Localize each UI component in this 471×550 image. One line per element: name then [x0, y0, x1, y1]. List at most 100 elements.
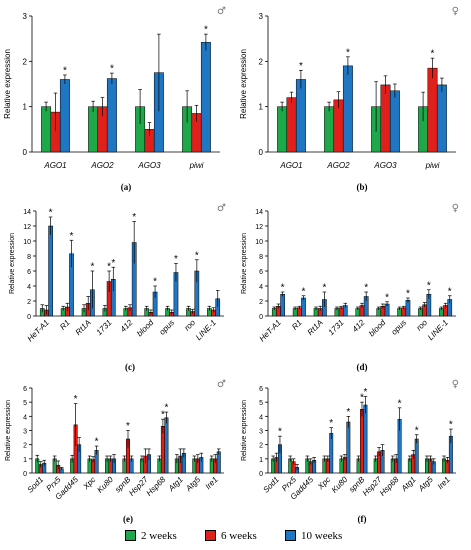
panel-e-y-tick-label: 3	[23, 429, 27, 436]
panel-e-significance-star: *	[161, 410, 165, 421]
panel-c-y-tick-label: 0	[27, 314, 31, 321]
panel-e-category-label: Atg5	[184, 475, 203, 494]
panel-d-sex-symbol: ♀	[452, 203, 459, 214]
panel-e-bar	[164, 417, 169, 474]
panel-d-bar	[405, 300, 411, 317]
panel-b-significance-star: *	[299, 61, 303, 72]
panel-e-category-label: Hsp68	[145, 475, 168, 498]
panel-f-y-axis-label: Relative expression	[241, 400, 248, 461]
panel-a-sex-symbol: ♂	[217, 6, 226, 17]
panel-f-significance-star: *	[278, 427, 282, 438]
panel-f-significance-star: *	[449, 420, 453, 431]
legend-label-10-weeks: 10 weeks	[301, 530, 343, 542]
panel-d-significance-star: *	[427, 280, 431, 291]
panel-d-category-label: 1731	[327, 318, 346, 337]
panel-c-label: (c)	[125, 362, 135, 372]
panel-c-significance-star: *	[49, 208, 53, 219]
legend: 2 weeks 6 weeks 10 weeks	[0, 528, 471, 548]
panel-a-category-label: AGO1	[43, 161, 66, 170]
panel-c-bar	[48, 225, 53, 317]
legend-swatch-6-weeks	[205, 530, 216, 541]
panel-d-category-label: blood	[367, 318, 388, 339]
panel-f-category-label: Atg5	[416, 475, 435, 494]
panel-f-significance-star: *	[360, 393, 364, 404]
panel-a-y-tick-label: 0	[23, 148, 28, 157]
panel-a-category-label: AGO2	[90, 161, 114, 170]
panel-d-significance-star: *	[406, 289, 410, 300]
panel-a-significance-star: *	[63, 65, 67, 76]
panel-c-significance-star: *	[174, 254, 178, 265]
panel-e-y-tick-label: 1	[23, 457, 27, 464]
panel-a-y-axis-label: Relative expression	[3, 49, 12, 119]
panel-c-significance-star: *	[90, 262, 94, 273]
panel-f-category-label: Ku80	[330, 475, 350, 495]
panel-b-y-tick-label: 1	[259, 103, 264, 112]
panel-d-y-axis-label: Relative expression	[241, 233, 248, 294]
panel-e-category-label: Atg1	[166, 475, 185, 494]
panel-f-category-label: Atg1	[399, 475, 418, 494]
panel-d-significance-star: *	[385, 292, 389, 303]
panel-e-category-label: Ire1	[204, 475, 220, 491]
panel-b-y-tick-label: 2	[259, 57, 264, 66]
panel-b-significance-star: *	[346, 47, 350, 58]
panel-c-y-tick-label: 12	[23, 224, 31, 231]
panel-f-y-tick-label: 6	[259, 386, 263, 393]
panel-e-category-label: Xpc	[81, 475, 98, 492]
panel-b-bar	[389, 90, 400, 153]
panel-c-y-tick-label: 6	[27, 269, 31, 276]
panel-a-significance-star: *	[204, 25, 208, 36]
panel-f-significance-star: *	[415, 425, 419, 436]
panel-c-y-tick-label: 10	[23, 239, 31, 246]
panel-c-y-tick-label: 14	[23, 209, 31, 216]
panel-b-bar	[277, 106, 288, 153]
panel-a-bar	[59, 79, 70, 153]
panel-c-y-tick-label: 8	[27, 254, 31, 261]
panel-c-category-label: blood	[135, 318, 156, 339]
panel-e-label: (e)	[123, 514, 133, 524]
panel-a-bar	[200, 42, 211, 153]
panel-c-category-label: opus	[158, 318, 177, 337]
panel-c-significance-star: *	[153, 277, 157, 288]
panel-f-bar	[346, 421, 351, 474]
panel-f-significance-star: *	[398, 398, 402, 409]
panel-b-bar	[342, 65, 353, 153]
panel-f-y-tick-label: 3	[259, 429, 263, 436]
panel-d-significance-star: *	[322, 283, 326, 294]
panel-d-significance-star: *	[364, 283, 368, 294]
panel-a-label: (a)	[121, 182, 132, 192]
panel-c-category-label: HeT-A1	[26, 318, 51, 343]
panel-d-label: (d)	[357, 362, 368, 372]
panel-c-significance-star: *	[111, 258, 115, 269]
panel-c-category-label: LINE-1	[194, 318, 218, 342]
panel-c-significance-star: *	[132, 212, 136, 223]
panel-b-significance-star: *	[431, 49, 435, 60]
panel-f-y-tick-label: 2	[259, 443, 263, 450]
panel-f-label: (f)	[358, 514, 367, 524]
panel-b-bar	[324, 106, 335, 153]
panel-d-y-tick-label: 6	[259, 269, 263, 276]
panel-d-category-label: roo	[415, 318, 430, 333]
panel-e-category-label: Ku80	[95, 475, 115, 495]
panel-f-y-tick-label: 0	[259, 471, 263, 478]
panel-c-significance-star: *	[70, 231, 74, 242]
panel-f-category-label: Ire1	[436, 475, 452, 491]
panel-a-bar	[106, 78, 117, 153]
panel-d-category-label: opus	[390, 318, 409, 337]
legend-label-6-weeks: 6 weeks	[221, 530, 257, 542]
panel-b-bar	[427, 67, 438, 153]
legend-item-10-weeks: 10 weeks	[285, 530, 342, 542]
panel-e-y-tick-label: 4	[23, 414, 27, 421]
panel-b-bar	[295, 79, 306, 153]
panel-e-significance-star: *	[95, 437, 99, 448]
panel-e-y-tick-label: 0	[23, 471, 27, 478]
panel-a-y-tick-label: 3	[23, 12, 28, 21]
panel-d-significance-star: *	[302, 286, 306, 297]
panel-d-chart: 0 2 4 6 8 10 12 14 Relative expression HeT-A1 R1 Rt…	[241, 203, 459, 372]
panel-f-significance-star: *	[329, 418, 333, 429]
panel-d-category-label: 412	[351, 318, 367, 334]
panel-a-bar	[41, 106, 52, 153]
panel-d-category-label: HeT-A1	[258, 318, 283, 343]
panel-b-y-axis-label: Relative expression	[239, 49, 248, 119]
panel-f-y-tick-label: 5	[259, 400, 263, 407]
panel-c-y-tick-label: 2	[27, 299, 31, 306]
